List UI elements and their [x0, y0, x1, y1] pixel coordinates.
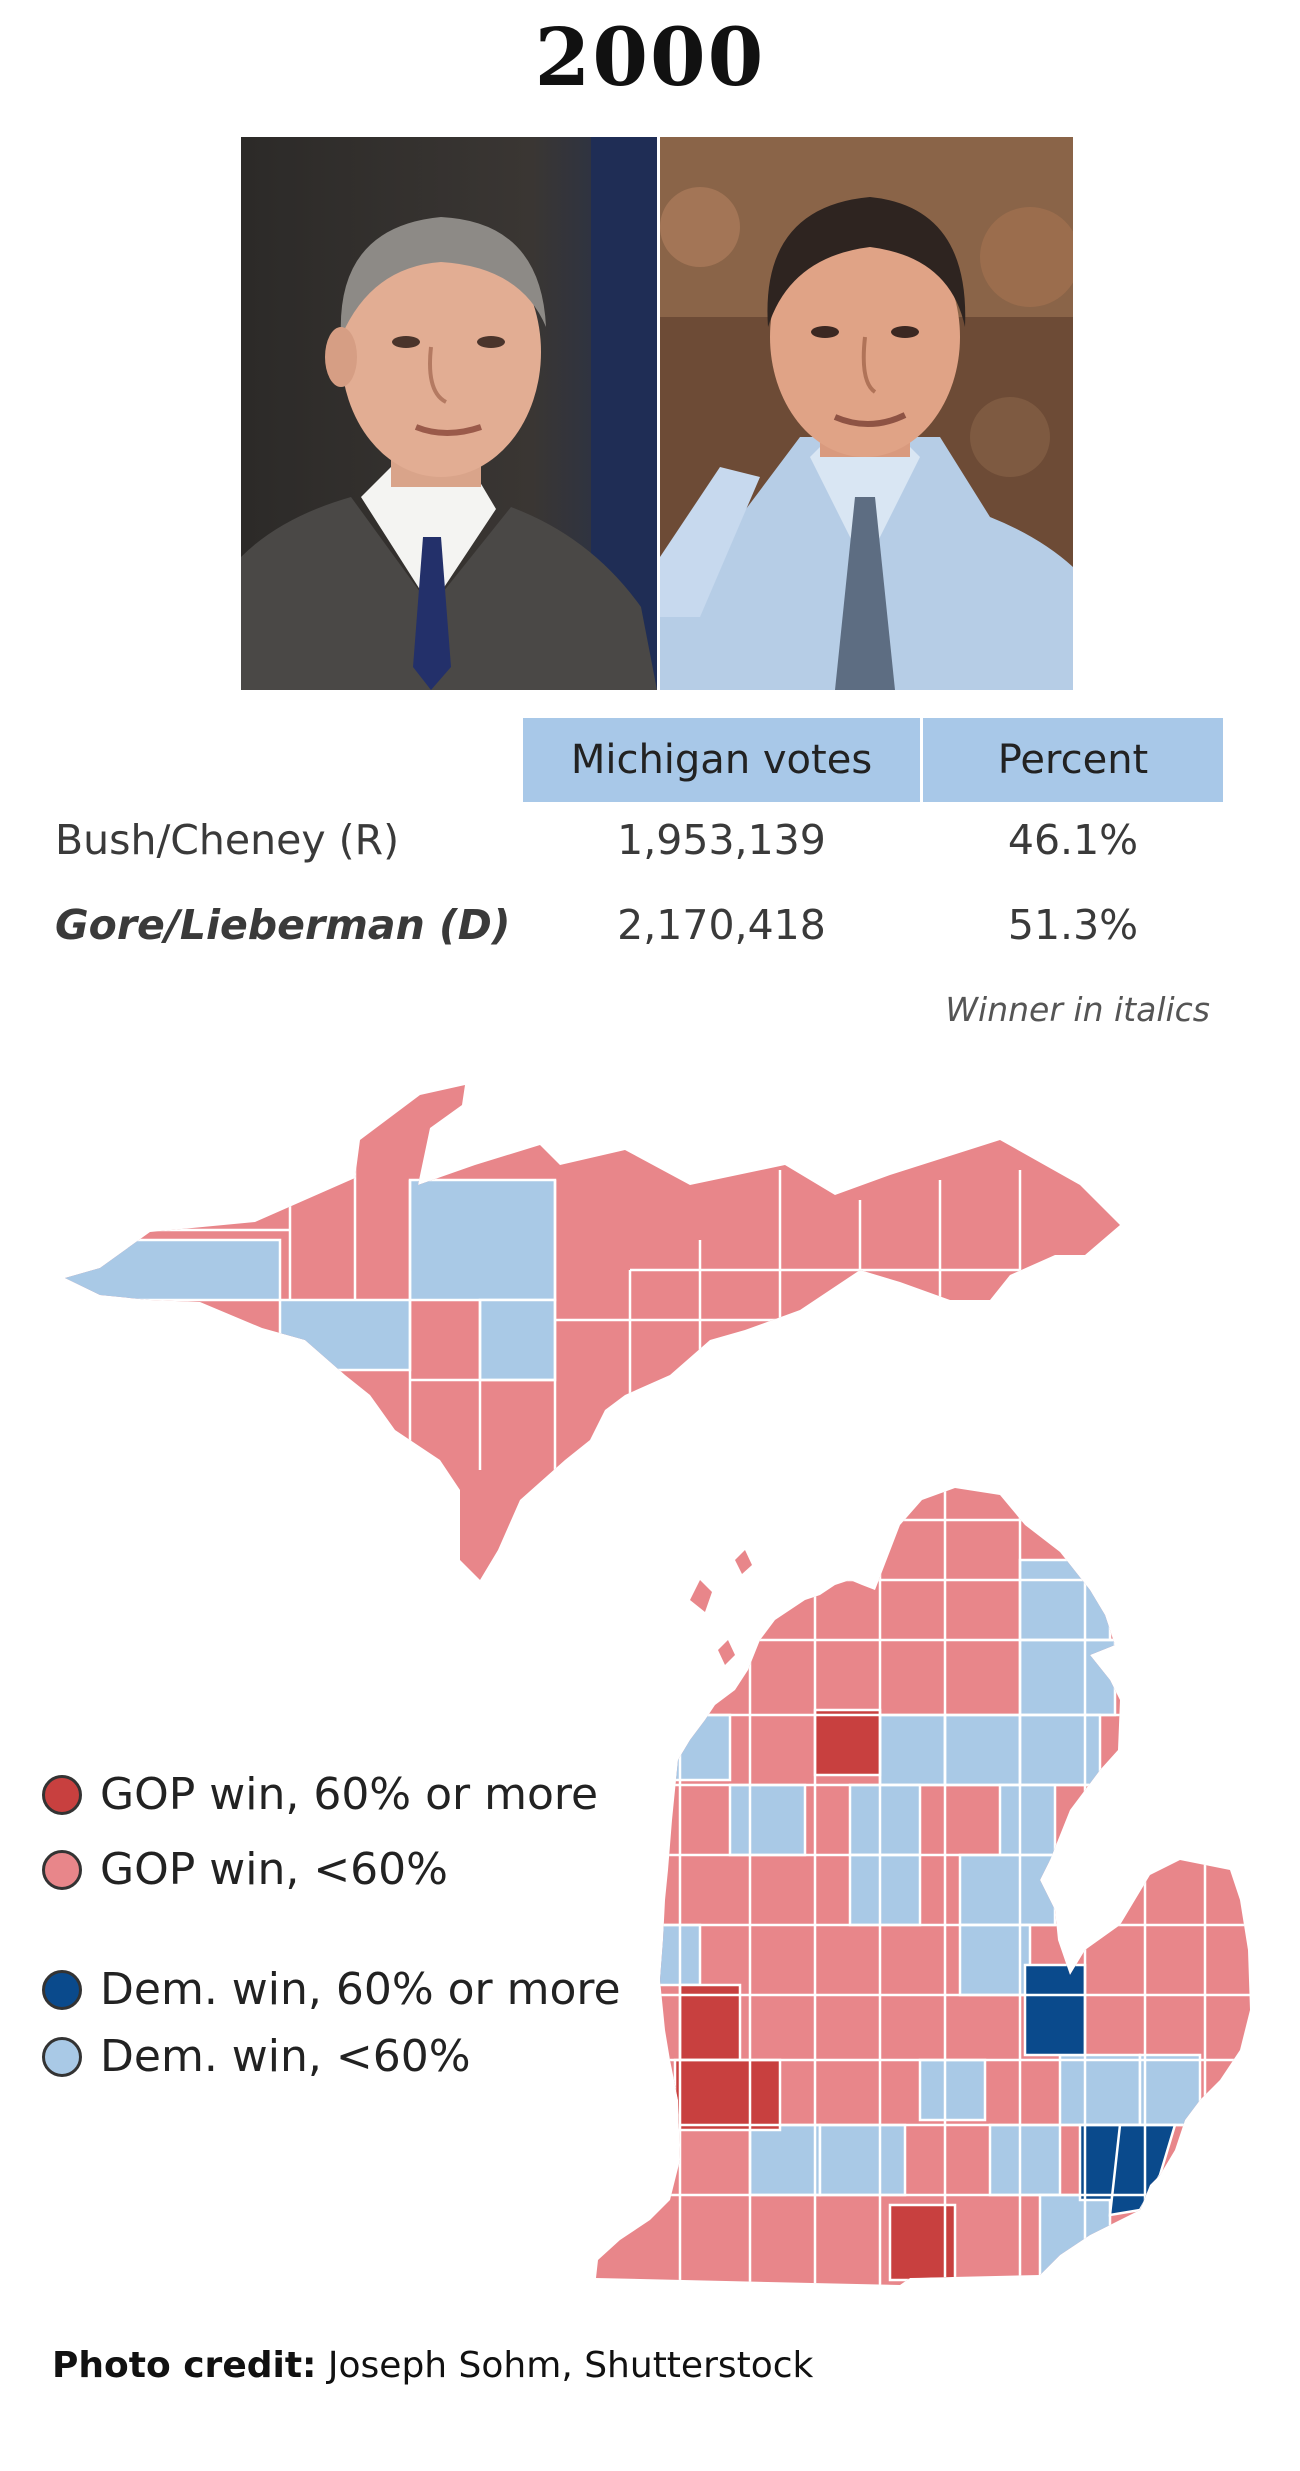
vote-count: 1,953,139 — [617, 816, 826, 864]
winner-note: Winner in italics — [945, 990, 1210, 1029]
page-title-year: 2000 — [534, 10, 766, 104]
legend-swatch-icon — [42, 2037, 82, 2077]
column-header-votes: Michigan votes — [523, 718, 920, 802]
legend-label: Dem. win, 60% or more — [100, 1964, 621, 2015]
vote-percent: 51.3% — [1007, 901, 1139, 949]
legend-label: GOP win, <60% — [100, 1844, 448, 1895]
candidate-name: Bush/Cheney (R) — [55, 816, 400, 864]
vote-count: 2,170,418 — [617, 901, 826, 949]
legend-item-gop: GOP win, <60% — [42, 1840, 662, 1900]
photo-credit-text: Joseph Sohm, Shutterstock — [316, 2345, 814, 2386]
legend-item-dem: Dem. win, <60% — [42, 2027, 662, 2087]
candidate-name: Gore/Lieberman (D) — [55, 901, 511, 949]
photo-credit: Photo credit: Joseph Sohm, Shutterstock — [52, 2345, 813, 2386]
michigan-map-svg — [65, 1085, 1250, 2285]
legend-swatch-icon — [42, 1775, 82, 1815]
legend-item-gop-strong: GOP win, 60% or more — [42, 1765, 662, 1825]
result-row-bush: Bush/Cheney (R) 1,953,139 46.1% — [0, 805, 1300, 875]
result-row-gore: Gore/Lieberman (D) 2,170,418 51.3% — [0, 890, 1300, 960]
photo-credit-label: Photo credit: — [52, 2345, 317, 2386]
legend-swatch-icon — [42, 1970, 82, 2010]
candidate-photos — [241, 137, 1073, 690]
michigan-county-map — [0, 1080, 1300, 2340]
legend-item-dem-strong: Dem. win, 60% or more — [42, 1960, 662, 2020]
legend-swatch-icon — [42, 1850, 82, 1890]
column-header-percent: Percent — [923, 718, 1223, 802]
bush-portrait-photo — [241, 137, 657, 690]
vote-percent: 46.1% — [1007, 816, 1139, 864]
gore-portrait-photo — [660, 137, 1073, 690]
legend-label: GOP win, 60% or more — [100, 1769, 599, 1820]
legend-label: Dem. win, <60% — [100, 2031, 471, 2082]
